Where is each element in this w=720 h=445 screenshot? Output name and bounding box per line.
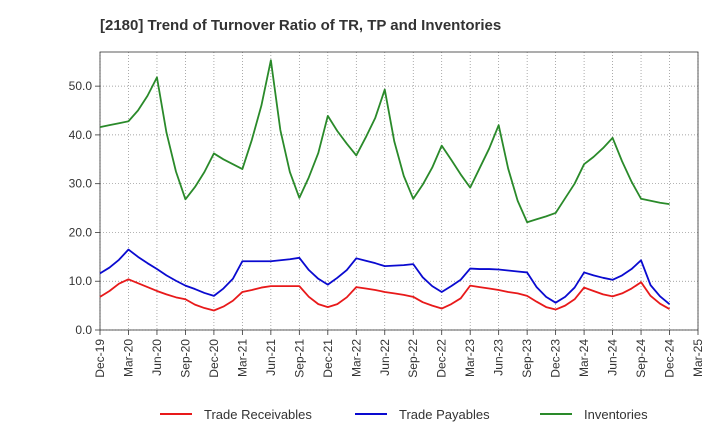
series-line-3 xyxy=(99,59,670,224)
legend-label: Trade Payables xyxy=(399,407,490,422)
x-axis-ticks: Dec-19 Mar-20 Jun-20 Sep-20 Dec-20 Mar-21 Jun-… xyxy=(93,330,705,378)
y-axis-ticks: 0.0 10.0 20.0 30.0 40.0 50.0 xyxy=(69,79,100,337)
x-tick-label: Sep-21 xyxy=(292,339,306,378)
x-tick-label: Sep-20 xyxy=(178,339,192,378)
x-tick-label: Sep-24 xyxy=(634,339,648,378)
chart-title: [2180] Trend of Turnover Ratio of TR, TP… xyxy=(100,17,501,34)
y-tick-label: 40.0 xyxy=(69,128,93,142)
x-tick-label: Jun-23 xyxy=(492,339,506,376)
legend: Trade Receivables Trade Payables Inventori… xyxy=(160,407,648,422)
x-tick-label: Dec-20 xyxy=(207,339,221,378)
x-tick-label: Jun-21 xyxy=(264,339,278,376)
legend-label: Trade Receivables xyxy=(204,407,312,422)
x-tick-label: Mar-23 xyxy=(463,339,477,377)
x-tick-label: Dec-24 xyxy=(663,339,677,378)
x-tick-label: Jun-20 xyxy=(150,339,164,376)
x-tick-label: Jun-24 xyxy=(606,339,620,376)
x-tick-label: Sep-22 xyxy=(406,339,420,378)
x-tick-label: Mar-21 xyxy=(235,339,249,377)
x-tick-label: Mar-22 xyxy=(349,339,363,377)
legend-label: Inventories xyxy=(584,407,648,422)
grid-lines xyxy=(99,52,699,331)
x-tick-label: Sep-23 xyxy=(520,339,534,378)
x-tick-label: Jun-22 xyxy=(378,339,392,376)
y-tick-label: 50.0 xyxy=(69,79,93,93)
x-tick-label: Dec-21 xyxy=(321,339,335,378)
plot-frame xyxy=(99,51,699,331)
x-tick-label: Mar-25 xyxy=(691,339,705,377)
y-tick-label: 10.0 xyxy=(69,274,93,288)
x-tick-label: Mar-24 xyxy=(577,339,591,377)
x-tick-label: Dec-23 xyxy=(549,339,563,378)
y-tick-label: 0.0 xyxy=(75,323,92,337)
y-tick-label: 20.0 xyxy=(69,225,93,239)
x-tick-label: Dec-22 xyxy=(435,339,449,378)
x-tick-label: Dec-19 xyxy=(93,339,107,378)
x-tick-label: Mar-20 xyxy=(121,339,135,377)
series-line-2 xyxy=(99,248,671,305)
y-tick-label: 30.0 xyxy=(69,177,93,191)
series-line-1 xyxy=(99,278,670,312)
series-lines xyxy=(99,59,671,312)
